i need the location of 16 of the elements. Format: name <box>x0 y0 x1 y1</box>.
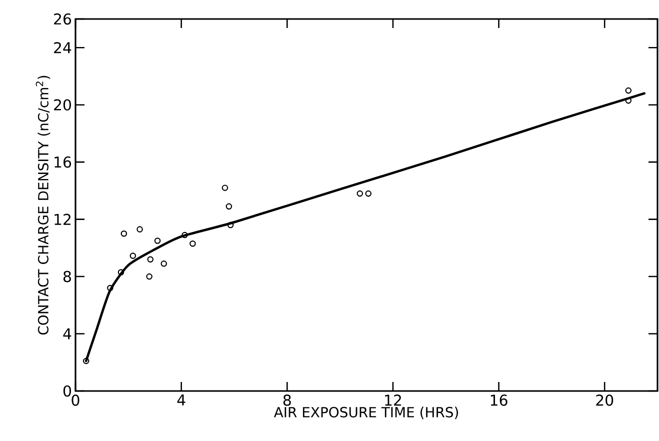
y-tick-label: 20 <box>54 99 71 110</box>
y-tick-label: 12 <box>54 214 70 225</box>
y-tick-label: 0 <box>63 385 71 397</box>
x-tick-label: 20 <box>596 394 614 406</box>
x-tick-label: 12 <box>385 394 401 406</box>
y-tick-label: 26 <box>54 13 72 25</box>
x-axis-title: AIR EXPOSURE TIME (HRS) <box>274 406 458 420</box>
x-tick-label: 4 <box>177 394 186 406</box>
y-tick-label: 8 <box>63 270 71 282</box>
y-tick-label: 16 <box>54 156 72 168</box>
y-tick-label: 24 <box>54 42 72 54</box>
x-tick-label: 0 <box>72 394 80 406</box>
x-tick-label: 16 <box>490 394 508 406</box>
x-tick-label: 8 <box>283 394 291 406</box>
y-axis-title: CONTACT CHARGE DENSITY (nC/cm$^{2}$) <box>36 76 50 335</box>
y-tick-label: 4 <box>63 328 72 340</box>
